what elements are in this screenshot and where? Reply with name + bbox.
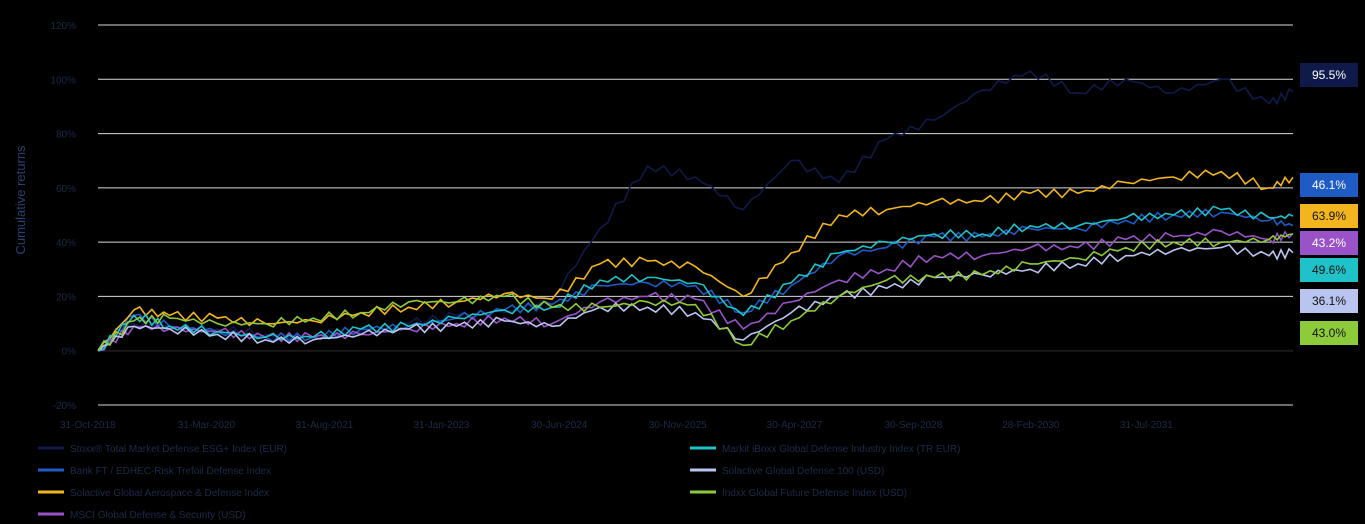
legend-entry: Stoxx® Total Market Defense ESG+ Index (…: [70, 444, 287, 455]
y-axis-label: Cumulative returns: [13, 145, 28, 255]
end-value-label: 43.2%: [1312, 236, 1346, 250]
x-tick-label: 31-Jan-2023: [413, 420, 470, 431]
y-tick-label: 100%: [50, 75, 76, 86]
series-line: [97, 169, 1294, 352]
x-tick-label: 31-Aug-2021: [296, 420, 354, 431]
series-line: [97, 205, 1294, 352]
x-tick-label: 31-Jul-2031: [1120, 420, 1173, 431]
end-value-label: 63.9%: [1312, 209, 1346, 223]
end-value-label: 43.0%: [1312, 326, 1346, 340]
end-value-badge: [1300, 321, 1358, 345]
end-value-badge: [1300, 173, 1358, 197]
legend-entry: Markit iBoxx Global Defense Industry Ind…: [722, 444, 960, 455]
legend-entry: MSCI Global Defense & Security (USD): [70, 510, 246, 521]
end-value-label: 46.1%: [1312, 178, 1346, 192]
y-tick-label: 80%: [56, 130, 76, 141]
y-tick-label: 120%: [50, 21, 76, 32]
x-tick-label: 30-Nov-2025: [649, 420, 707, 431]
x-tick-label: 28-Feb-2030: [1002, 420, 1060, 431]
legend-entry: Solactive Global Defense 100 (USD): [722, 466, 884, 477]
end-value-badge: [1300, 204, 1358, 228]
y-tick-label: 40%: [56, 238, 76, 249]
x-tick-label: 30-Jun-2024: [531, 420, 588, 431]
x-tick-label: 31-Oct-2018: [60, 420, 116, 431]
x-tick-label: 31-Mar-2020: [178, 420, 236, 431]
end-value-badge: [1300, 63, 1358, 87]
legend-entry: Solactive Global Aerospace & Defense Ind…: [70, 488, 269, 499]
end-value-badge: [1300, 258, 1358, 282]
x-tick-label: 30-Apr-2027: [767, 420, 823, 431]
y-tick-label: -20%: [53, 401, 76, 412]
end-value-badge: [1300, 289, 1358, 313]
y-tick-label: 20%: [56, 292, 76, 303]
y-tick-label: 60%: [56, 184, 76, 195]
y-tick-label: 0%: [62, 347, 77, 358]
end-value-label: 95.5%: [1312, 68, 1346, 82]
x-tick-label: 30-Sep-2028: [884, 420, 942, 431]
end-value-badge: [1300, 231, 1358, 255]
legend-entry: Indxx Global Future Defense Index (USD): [722, 488, 907, 499]
series-line: [97, 228, 1294, 352]
series-line: [97, 243, 1294, 352]
end-value-label: 36.1%: [1312, 294, 1346, 308]
legend-entry: Bank FT / EDHEC-Risk Trefoil Defense Ind…: [70, 466, 271, 477]
series-line: [97, 233, 1294, 352]
end-value-label: 49.6%: [1312, 263, 1346, 277]
